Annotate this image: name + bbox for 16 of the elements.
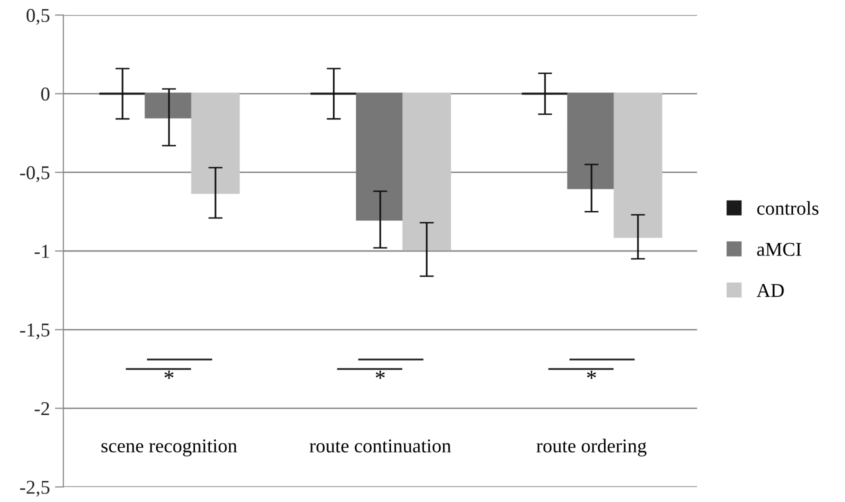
- x-tick-label: route continuation: [310, 439, 451, 452]
- x-tick-label: scene recognition: [102, 439, 237, 456]
- y-tick-label: -2: [34, 402, 50, 416]
- annotation: *: [587, 370, 596, 379]
- y-tick-label: -2,5: [20, 480, 50, 497]
- y-tick-label: -0,5: [20, 166, 50, 182]
- x-tick-label: route ordering: [536, 438, 646, 456]
- y-tick-label: -1: [34, 244, 50, 258]
- annotation: *: [164, 370, 174, 379]
- legend-label: AD: [756, 284, 784, 297]
- legend-label: aMCI: [757, 242, 802, 256]
- annotation: *: [376, 370, 385, 379]
- y-tick-label: 0: [41, 88, 50, 101]
- y-tick-label: 0,5: [26, 8, 50, 25]
- legend-label: controls: [757, 201, 818, 215]
- y-tick-label: -1,5: [20, 324, 50, 340]
